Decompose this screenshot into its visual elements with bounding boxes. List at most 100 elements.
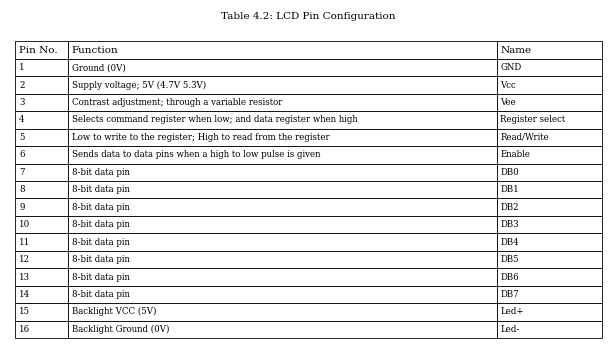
Bar xyxy=(15,303,68,321)
Bar xyxy=(15,216,68,233)
Text: 14: 14 xyxy=(19,290,30,299)
Text: 8-bit data pin: 8-bit data pin xyxy=(72,273,130,282)
Text: Contrast adjustment; through a variable resistor: Contrast adjustment; through a variable … xyxy=(72,98,282,107)
Bar xyxy=(15,286,68,303)
Text: Supply voltage; 5V (4.7V 5.3V): Supply voltage; 5V (4.7V 5.3V) xyxy=(72,80,206,90)
Bar xyxy=(496,181,602,198)
Bar xyxy=(15,146,68,164)
Bar xyxy=(15,181,68,198)
Bar xyxy=(15,59,68,76)
Text: 5: 5 xyxy=(19,133,25,142)
Bar xyxy=(68,198,496,216)
Bar xyxy=(68,111,496,129)
Text: 8-bit data pin: 8-bit data pin xyxy=(72,255,130,264)
Text: 4: 4 xyxy=(19,116,25,125)
Bar xyxy=(68,181,496,198)
Text: Function: Function xyxy=(72,46,119,55)
Text: Enable: Enable xyxy=(500,150,530,159)
Bar xyxy=(68,321,496,338)
Text: Pin No.: Pin No. xyxy=(19,46,58,55)
Text: Sends data to data pins when a high to low pulse is given: Sends data to data pins when a high to l… xyxy=(72,150,320,159)
Text: 8-bit data pin: 8-bit data pin xyxy=(72,238,130,247)
Text: Table 4.2: LCD Pin Configuration: Table 4.2: LCD Pin Configuration xyxy=(221,12,395,21)
Text: Backlight VCC (5V): Backlight VCC (5V) xyxy=(72,307,156,316)
Bar xyxy=(68,303,496,321)
Bar xyxy=(68,146,496,164)
Bar xyxy=(496,146,602,164)
Bar xyxy=(15,251,68,268)
Text: Read/Write: Read/Write xyxy=(500,133,549,142)
Text: 9: 9 xyxy=(19,203,25,212)
Bar xyxy=(496,164,602,181)
Bar xyxy=(15,233,68,251)
Text: Selects command register when low; and data register when high: Selects command register when low; and d… xyxy=(72,116,358,125)
Text: 12: 12 xyxy=(19,255,30,264)
Bar xyxy=(68,94,496,111)
Bar xyxy=(68,59,496,76)
Bar xyxy=(68,251,496,268)
Bar xyxy=(68,76,496,94)
Bar xyxy=(496,268,602,286)
Text: 3: 3 xyxy=(19,98,25,107)
Bar xyxy=(496,216,602,233)
Text: 1: 1 xyxy=(19,63,25,72)
Text: 8-bit data pin: 8-bit data pin xyxy=(72,203,130,212)
Text: DB3: DB3 xyxy=(500,220,519,229)
Bar xyxy=(68,41,496,59)
Text: 7: 7 xyxy=(19,168,25,177)
Text: 10: 10 xyxy=(19,220,30,229)
Text: 13: 13 xyxy=(19,273,30,282)
Text: Vee: Vee xyxy=(500,98,516,107)
Bar xyxy=(15,268,68,286)
Bar xyxy=(496,233,602,251)
Text: DB6: DB6 xyxy=(500,273,519,282)
Bar xyxy=(496,111,602,129)
Text: 6: 6 xyxy=(19,150,25,159)
Text: 2: 2 xyxy=(19,80,25,90)
Text: Vcc: Vcc xyxy=(500,80,516,90)
Bar xyxy=(15,76,68,94)
Bar xyxy=(15,321,68,338)
Text: 8-bit data pin: 8-bit data pin xyxy=(72,185,130,194)
Bar xyxy=(496,303,602,321)
Bar xyxy=(496,198,602,216)
Bar xyxy=(496,41,602,59)
Bar xyxy=(496,76,602,94)
Text: DB7: DB7 xyxy=(500,290,519,299)
Text: Low to write to the register; High to read from the register: Low to write to the register; High to re… xyxy=(72,133,330,142)
Text: DB5: DB5 xyxy=(500,255,519,264)
Text: Ground (0V): Ground (0V) xyxy=(72,63,126,72)
Text: Backlight Ground (0V): Backlight Ground (0V) xyxy=(72,325,169,334)
Bar xyxy=(68,286,496,303)
Text: 8-bit data pin: 8-bit data pin xyxy=(72,168,130,177)
Text: Name: Name xyxy=(500,46,532,55)
Bar xyxy=(496,129,602,146)
Bar xyxy=(15,41,68,59)
Bar xyxy=(15,198,68,216)
Bar xyxy=(15,164,68,181)
Bar xyxy=(496,286,602,303)
Bar xyxy=(496,321,602,338)
Bar xyxy=(496,251,602,268)
Bar xyxy=(68,164,496,181)
Bar xyxy=(68,233,496,251)
Bar xyxy=(15,94,68,111)
Bar xyxy=(496,94,602,111)
Text: GND: GND xyxy=(500,63,522,72)
Bar xyxy=(68,216,496,233)
Bar xyxy=(496,59,602,76)
Text: DB2: DB2 xyxy=(500,203,519,212)
Text: Register select: Register select xyxy=(500,116,565,125)
Text: Led+: Led+ xyxy=(500,307,524,316)
Bar xyxy=(68,268,496,286)
Text: DB4: DB4 xyxy=(500,238,519,247)
Text: 8-bit data pin: 8-bit data pin xyxy=(72,290,130,299)
Text: 8: 8 xyxy=(19,185,25,194)
Text: 8-bit data pin: 8-bit data pin xyxy=(72,220,130,229)
Text: DB1: DB1 xyxy=(500,185,519,194)
Text: 11: 11 xyxy=(19,238,30,247)
Text: DB0: DB0 xyxy=(500,168,519,177)
Bar xyxy=(15,111,68,129)
Text: 15: 15 xyxy=(19,307,30,316)
Text: 16: 16 xyxy=(19,325,30,334)
